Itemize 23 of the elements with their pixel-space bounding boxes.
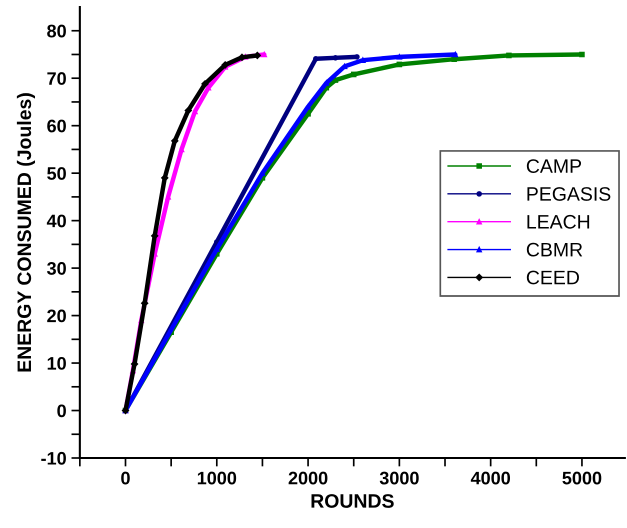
y-tick-label: 50 — [47, 167, 66, 180]
y-axis-title: ENERGY CONSUMED (Joules) — [16, 93, 36, 372]
y-tick-label: 80 — [47, 24, 66, 38]
y-tick-label: 70 — [47, 72, 66, 85]
x-tick-label: 4000 — [470, 472, 510, 484]
x-axis-title: ROUNDS — [312, 494, 394, 508]
y-tick-label: -10 — [41, 452, 66, 465]
y-tick-label: 40 — [46, 214, 66, 228]
y-tick-label: 60 — [47, 120, 66, 132]
x-tick-label: 2000 — [288, 472, 328, 484]
x-tick-label: 3000 — [380, 472, 419, 484]
legend-label: PEGASIS — [527, 187, 610, 201]
legend-label: CEED — [526, 270, 579, 284]
y-tick-label: 30 — [46, 262, 66, 275]
x-tick-label: 0 — [121, 472, 130, 484]
y-tick-label: 10 — [48, 356, 66, 370]
legend-label: CBMR — [526, 242, 582, 257]
y-tick-label: 0 — [57, 404, 66, 418]
legend-label: CAMP — [526, 159, 582, 174]
y-tick-label: 20 — [47, 310, 66, 322]
legend-label: LEACH — [527, 214, 590, 229]
x-tick-label: 1000 — [198, 472, 236, 484]
x-tick-label: 5000 — [562, 472, 602, 484]
